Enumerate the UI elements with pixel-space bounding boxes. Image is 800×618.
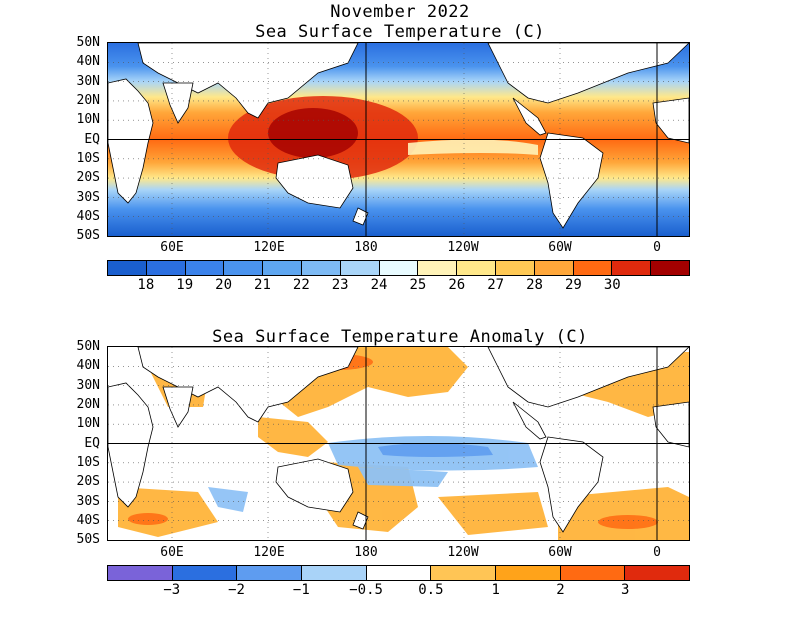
anomaly-colorbar [107, 565, 690, 581]
colorbar-cell [224, 261, 264, 275]
colorbar-label: 30 [603, 277, 621, 293]
colorbar-cell [457, 261, 496, 275]
colorbar-cell [418, 261, 458, 275]
colorbar-cell [431, 566, 497, 580]
colorbar-label: 22 [292, 277, 310, 293]
colorbar-cell [366, 566, 432, 580]
colorbar-label: 0.5 [418, 582, 444, 598]
colorbar-label: 18 [137, 277, 155, 293]
colorbar-cell [560, 566, 626, 580]
colorbar-cell [146, 261, 186, 275]
west-africa [652, 97, 689, 144]
anomaly-title: Sea Surface Temperature Anomaly (C) [212, 327, 588, 347]
colorbar-cell [172, 566, 238, 580]
central-america [512, 97, 547, 136]
colorbar-cell [379, 261, 419, 275]
new-zealand [352, 207, 369, 226]
colorbar-label: −1 [292, 582, 310, 598]
india [162, 82, 194, 124]
sst-colorbar [107, 260, 690, 276]
colorbar-label: −3 [163, 582, 181, 598]
anom-spac-warm [438, 492, 548, 535]
colorbar-cell [301, 261, 341, 275]
colorbar-cell [625, 566, 690, 580]
australia [275, 154, 354, 209]
colorbar-cell [108, 261, 147, 275]
colorbar-label: 29 [564, 277, 582, 293]
colorbar-label: 1 [491, 582, 500, 598]
colorbar-label: 21 [254, 277, 271, 293]
colorbar-cell [237, 566, 303, 580]
month-title: November 2022 [330, 2, 470, 22]
colorbar-cell [573, 261, 613, 275]
colorbar-label: −0.5 [349, 582, 383, 598]
colorbar-label: 25 [409, 277, 427, 293]
anom-wpac-warm [258, 417, 328, 457]
colorbar-cell [651, 261, 689, 275]
sst-map [107, 42, 690, 237]
sst-title: Sea Surface Temperature (C) [255, 22, 545, 42]
colorbar-cell [263, 261, 302, 275]
warm-pool-core [268, 108, 358, 158]
colorbar-cell [612, 261, 652, 275]
colorbar-cell [302, 566, 367, 580]
north-america [487, 43, 689, 104]
colorbar-cell [340, 261, 380, 275]
colorbar-label: 3 [621, 582, 630, 598]
asia [137, 43, 359, 119]
africa [108, 78, 154, 204]
colorbar-label: 2 [556, 582, 565, 598]
anom-satl-warm [558, 487, 689, 540]
colorbar-label: 26 [448, 277, 466, 293]
colorbar-cell [108, 566, 173, 580]
colorbar-label: 19 [176, 277, 194, 293]
colorbar-label: 23 [331, 277, 349, 293]
colorbar-label: −2 [228, 582, 245, 598]
colorbar-label: 28 [526, 277, 543, 293]
anomaly-map [107, 346, 690, 541]
cold-tongue [408, 139, 538, 155]
colorbar-label: 20 [215, 277, 233, 293]
colorbar-label: 24 [370, 277, 388, 293]
colorbar-label: 27 [487, 277, 505, 293]
colorbar-cell [185, 261, 225, 275]
colorbar-cell [496, 566, 561, 580]
colorbar-cell [495, 261, 535, 275]
colorbar-cell [534, 261, 574, 275]
south-america [539, 132, 604, 229]
